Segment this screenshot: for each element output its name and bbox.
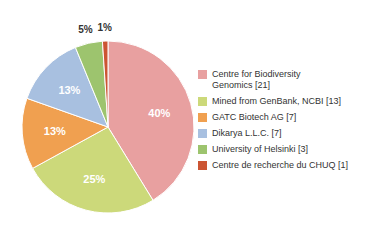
- svg-text:40%: 40%: [148, 107, 170, 119]
- svg-text:25%: 25%: [83, 173, 105, 185]
- svg-text:1%: 1%: [98, 22, 113, 33]
- html-text:Centre for Biodiversity Genomi: Centre for Biodiversity Genomics [21]: [212, 69, 301, 90]
- svg-text:13%: 13%: [44, 125, 66, 137]
- html-text:Dikarya L.L.C. [7]: Dikarya L.L.C. [7]: [212, 128, 282, 138]
- html-text:University of Helsinki [3]: University of Helsinki [3]: [212, 144, 308, 154]
- html-text:Centre de recherche du CHUQ [1: Centre de recherche du CHUQ [1]: [212, 160, 349, 170]
- html-text:Mined from GenBank, NCBI [13]: Mined from GenBank, NCBI [13]: [212, 96, 342, 106]
- html-text:GATC Biotech AG [7]: GATC Biotech AG [7]: [212, 112, 297, 122]
- svg-text:5%: 5%: [78, 24, 93, 35]
- svg-text:13%: 13%: [58, 84, 80, 96]
